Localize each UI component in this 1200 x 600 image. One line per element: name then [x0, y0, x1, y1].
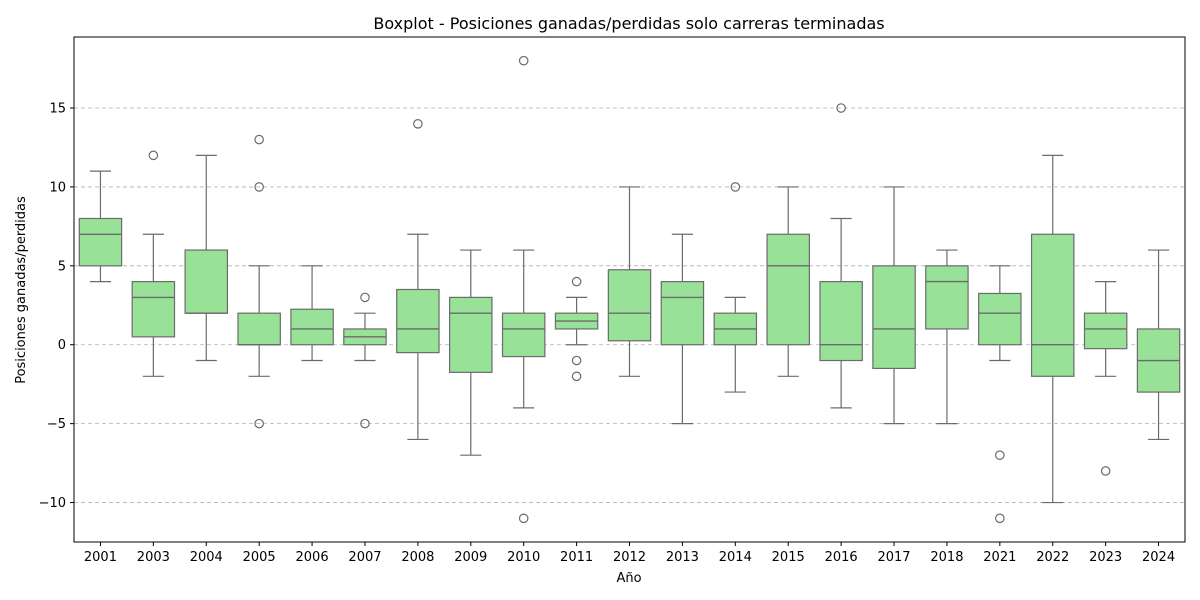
iqr-box: [396, 288, 440, 354]
x-tick-label: 2004: [190, 550, 223, 565]
x-tick-label: 2015: [772, 550, 805, 565]
x-tick-label: 2008: [401, 550, 434, 565]
iqr-box: [449, 296, 493, 373]
x-tick-label: 2001: [84, 550, 117, 565]
outlier-point: [730, 182, 741, 192]
box-2017: [872, 186, 916, 425]
iqr-box: [978, 292, 1022, 346]
box-2018: [925, 249, 969, 425]
outlier-point: [254, 182, 264, 192]
box-2007: [343, 292, 387, 429]
box-2010: [501, 55, 546, 524]
box-2005: [237, 134, 281, 429]
x-tick-label: 2009: [454, 550, 487, 565]
box-2014: [713, 182, 758, 393]
box-2008: [396, 118, 440, 441]
box-2004: [184, 154, 229, 362]
box-2009: [449, 249, 493, 456]
boxes: [78, 55, 1181, 524]
x-tick-label: 2018: [930, 550, 963, 565]
box-2016: [819, 103, 863, 409]
outlier-point: [995, 513, 1005, 524]
x-tick-label: 2010: [507, 550, 540, 565]
box-2023: [1083, 281, 1128, 476]
x-tick-label: 2013: [666, 550, 699, 565]
box-2022: [1030, 154, 1075, 504]
y-tick-label: 10: [49, 180, 66, 195]
iqr-box: [607, 269, 652, 342]
iqr-box: [872, 265, 916, 370]
y-tick-label: −5: [47, 417, 66, 432]
x-tick-label: 2003: [137, 550, 170, 565]
y-tick-label: −10: [39, 496, 66, 511]
outlier-point: [571, 371, 582, 382]
box-2003: [131, 150, 176, 377]
x-tick-label: 2006: [296, 550, 329, 565]
outlier-point: [254, 134, 264, 145]
iqr-box: [290, 308, 334, 346]
x-tick-label: 2017: [877, 550, 910, 565]
y-tick-label: 5: [58, 259, 66, 274]
outlier-point: [571, 355, 582, 366]
outlier-point: [413, 118, 423, 129]
box-2011: [554, 276, 599, 382]
x-tick-label: 2011: [560, 550, 593, 565]
iqr-box: [1030, 233, 1075, 377]
outlier-point: [360, 292, 370, 303]
iqr-box: [660, 281, 705, 346]
outlier-point: [518, 513, 529, 524]
iqr-box: [925, 265, 969, 330]
x-tick-label: 2005: [243, 550, 276, 565]
box-2001: [78, 170, 123, 283]
outlier-point: [995, 450, 1005, 461]
iqr-box: [78, 217, 123, 267]
iqr-box: [501, 312, 546, 358]
y-tick-label: 0: [58, 338, 66, 353]
x-tick-label: 2014: [719, 550, 752, 565]
box-2012: [607, 186, 652, 377]
y-axis-label: Posiciones ganadas/perdidas: [14, 196, 29, 384]
x-tick-label: 2024: [1142, 550, 1175, 565]
x-tick-label: 2007: [348, 550, 381, 565]
x-tick-label: 2023: [1089, 550, 1122, 565]
outlier-point: [571, 276, 582, 287]
box-2021: [978, 265, 1022, 524]
chart-title: Boxplot - Posiciones ganadas/perdidas so…: [373, 14, 884, 33]
x-axis-label: Año: [616, 571, 641, 586]
iqr-box: [131, 281, 176, 338]
outlier-point: [836, 103, 846, 113]
outlier-point: [518, 55, 529, 66]
outlier-point: [254, 418, 264, 429]
box-2006: [290, 265, 334, 362]
x-tick-label: 2022: [1036, 550, 1069, 565]
x-axis: 2001 2003 2004 2005 2006 2007 2008 2009 2010 2011…: [84, 542, 1175, 565]
box-2013: [660, 233, 705, 425]
y-tick-label: 15: [49, 102, 66, 117]
box-2015: [766, 186, 810, 377]
outlier-point: [360, 418, 370, 429]
iqr-box: [1083, 312, 1128, 350]
box-2024: [1136, 249, 1181, 441]
iqr-box: [819, 281, 863, 362]
x-tick-label: 2012: [613, 550, 646, 565]
outlier-point: [148, 150, 159, 161]
outlier-point: [1100, 466, 1111, 476]
iqr-box: [237, 312, 281, 346]
x-tick-label: 2016: [825, 550, 858, 565]
x-tick-label: 2021: [983, 550, 1016, 565]
iqr-box: [184, 249, 229, 314]
iqr-box: [766, 233, 810, 346]
y-axis: −10 −5 0 5 10 15: [39, 102, 74, 511]
